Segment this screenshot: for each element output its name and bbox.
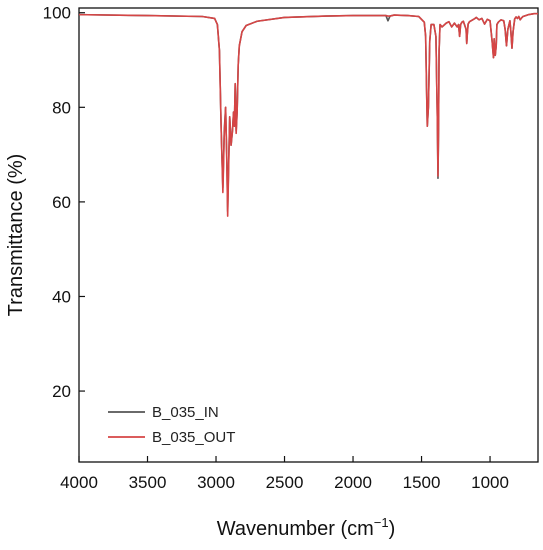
legend-label-b035-in: B_035_IN [152, 404, 219, 421]
legend: B_035_IN B_035_OUT [108, 404, 235, 446]
x-tick-label: 1000 [471, 473, 509, 492]
plot-area [78, 7, 539, 463]
series-lines [78, 12, 538, 217]
x-tick-label: 3000 [197, 473, 235, 492]
y-tick-label: 40 [52, 287, 71, 306]
x-axis-title: Wavenumber (cm−1) [217, 515, 396, 540]
x-tick-label: 2000 [334, 473, 372, 492]
x-tick-label: 3500 [129, 473, 167, 492]
y-tick-label: 20 [52, 382, 71, 401]
series-line-b-035-out [78, 12, 538, 217]
y-tick-label: 60 [52, 193, 71, 212]
x-tick-label: 2500 [266, 473, 304, 492]
x-axis-title-superscript: −1 [374, 515, 389, 530]
legend-label-b035-out: B_035_OUT [152, 429, 235, 446]
x-tick-label: 4000 [60, 473, 98, 492]
y-tick-label: 80 [52, 98, 71, 117]
x-axis-ticks: 4000 3500 3000 2500 2000 1500 1000 [60, 456, 509, 492]
y-axis-ticks: 20 40 60 80 100 [43, 4, 85, 401]
y-axis-title: Transmittance (%) [5, 154, 27, 317]
y-tick-label: 100 [43, 4, 71, 23]
x-tick-label: 1500 [403, 473, 441, 492]
